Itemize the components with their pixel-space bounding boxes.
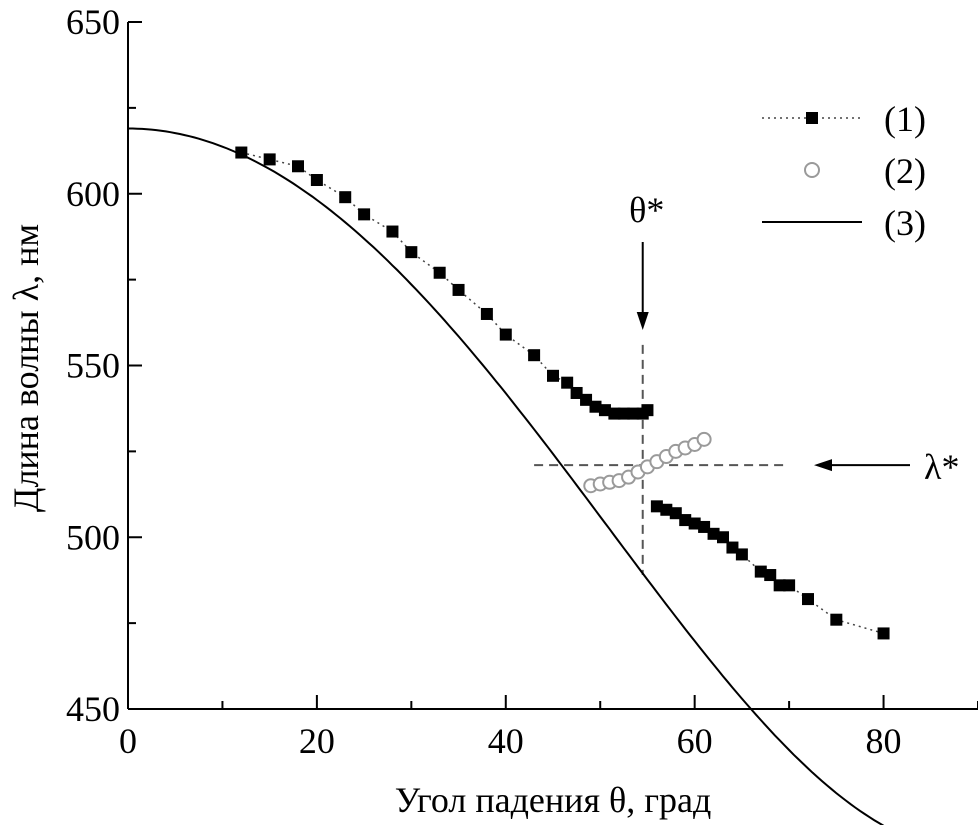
series-2-layer [583,431,712,494]
legend-label: (1) [884,99,926,139]
lambda-star-arrowhead [814,459,832,472]
y-tick-label: 500 [66,517,120,557]
series-1-point [580,393,593,406]
series-1-point [405,246,418,259]
series-1-point [480,307,493,320]
series-1-point [339,191,352,204]
series-1-point [660,503,673,516]
axes: 450 500 550 600 650 0 20 40 60 80 [66,2,978,761]
series-1-point [433,266,446,279]
series-1-point [679,514,692,527]
series-1-point [608,407,621,420]
series-1-point [547,369,559,382]
theta-star-label: θ* [629,190,664,230]
series-1-point [589,400,602,413]
series-1-point [561,376,574,389]
series-1-point [707,527,720,540]
series-2-point [696,431,712,447]
x-tick-label: 40 [488,721,524,761]
y-tick-label: 550 [66,346,120,386]
series-1-point [717,531,729,544]
x-tick-label: 80 [866,721,902,761]
series-1-point [292,160,304,173]
series-1-point [627,407,640,420]
y-tick-label: 650 [66,2,120,42]
series-1-point [641,404,654,417]
x-tick-label: 0 [119,721,137,761]
x-tick-label: 20 [299,721,335,761]
series-1-point [726,541,739,554]
series-1-dotted-line [241,151,648,415]
series-1-point [688,517,701,530]
series-1-point [386,225,399,238]
series-1-point [358,208,371,221]
series-1-point [830,613,843,626]
series-1-point [764,569,777,582]
series-1-point [570,386,583,399]
annotations: θ* λ* [629,190,959,487]
series-1-point [598,404,611,417]
series-1-point [783,579,796,592]
series-1-point [698,520,711,533]
series-1-point [669,507,682,520]
series-1-point [773,579,786,592]
series-1-point [263,153,276,166]
y-tick-label: 600 [66,174,120,214]
series-1-point [499,328,512,341]
series-1-point [877,627,890,640]
legend-label: (2) [884,151,926,191]
legend-series-2-marker [804,162,820,178]
lambda-star-label: λ* [924,447,959,487]
theory-curve-layer [128,127,885,825]
series-1-point [650,500,663,513]
series-1-layer [235,146,890,640]
series-1-point [802,593,814,606]
x-axis-title: Угол падения θ, град [395,780,712,820]
series-1-point [235,146,248,159]
legend-label: (3) [884,203,926,243]
series-1-point [310,174,323,187]
theory-curve [128,127,885,825]
series-1-point [452,283,465,296]
series-1-point [754,565,767,578]
series-1-point [735,548,748,561]
x-tick-label: 60 [677,721,713,761]
series-1-point [617,407,630,420]
series-1-point [528,349,541,362]
theta-star-arrowhead [636,312,649,330]
y-axis-title: Длина волны λ, нм [6,224,46,512]
y-tick-label: 450 [66,689,120,729]
legend-series-1-marker [806,112,818,124]
legend: (1) (2) (3) [762,99,926,243]
